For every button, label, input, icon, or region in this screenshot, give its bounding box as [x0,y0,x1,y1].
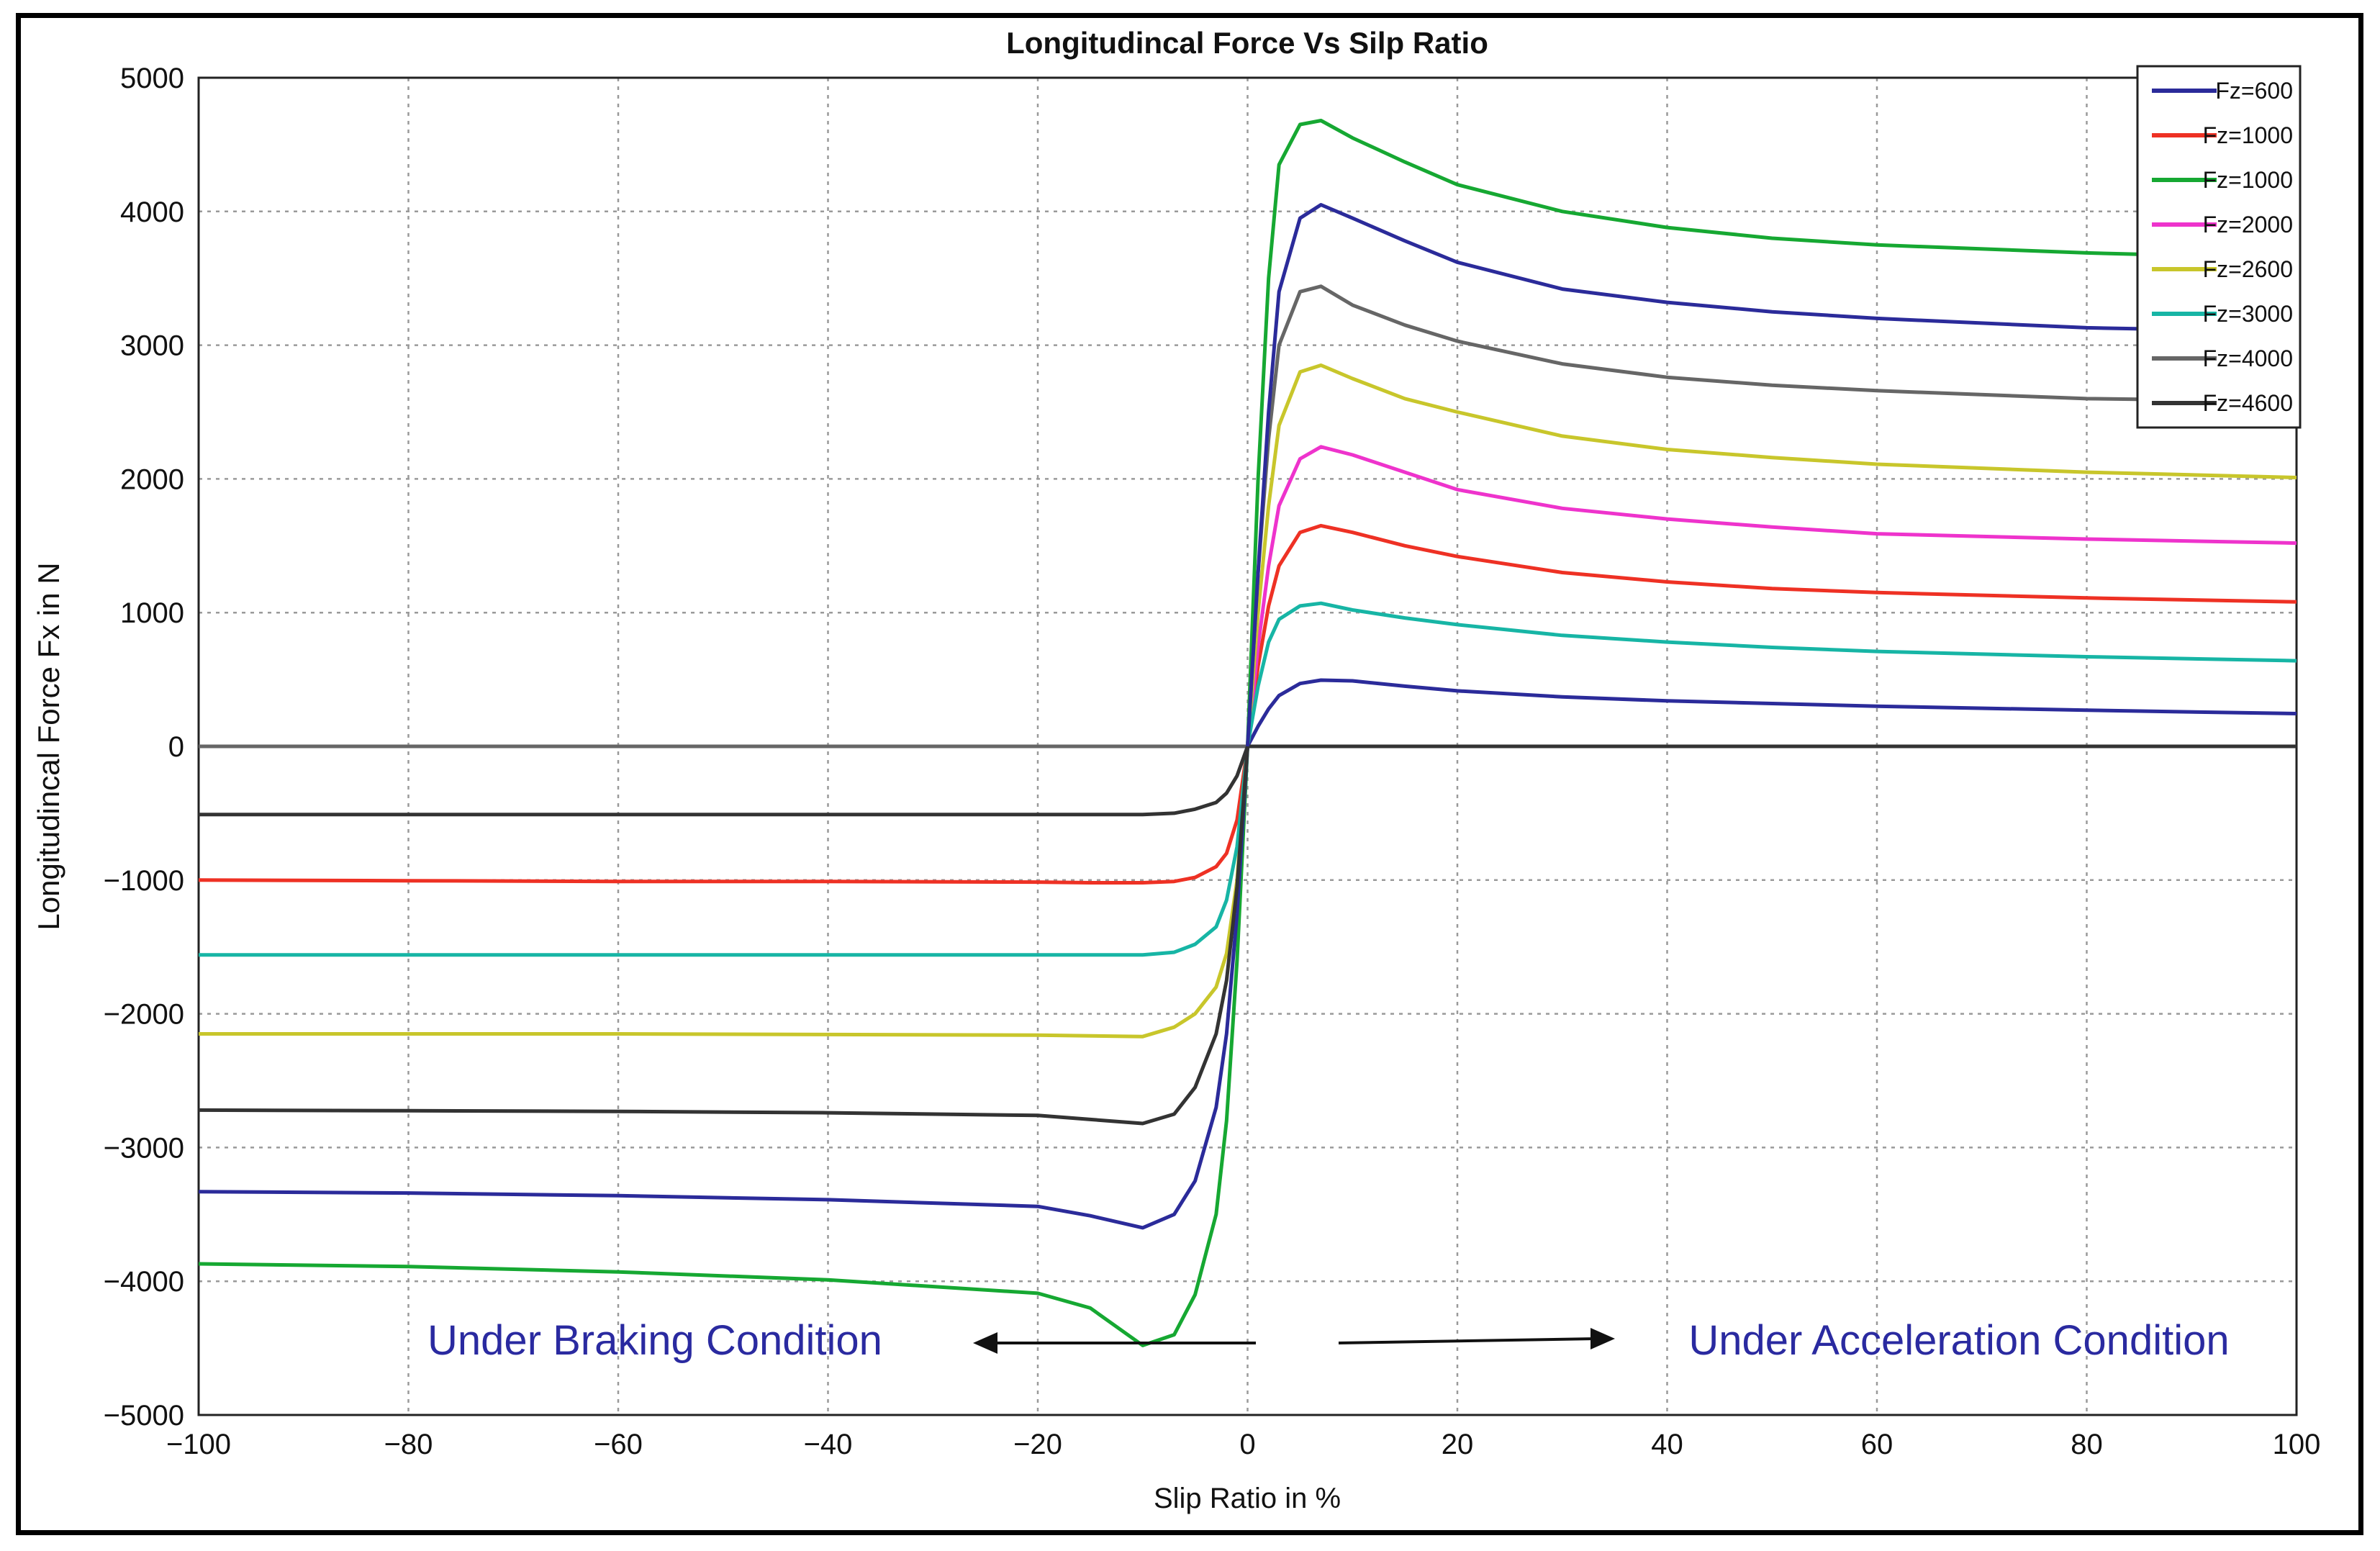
legend-label: Fz=600 [2215,78,2293,104]
series-line-5 [199,363,2297,1039]
y-tick-label: 0 [168,731,184,763]
y-tick-label: 2000 [120,464,184,495]
y-tick-label: 3000 [120,330,184,362]
y-tick-label: 1000 [120,597,184,629]
legend-label: Fz=4000 [2203,345,2293,371]
y-tick-label: −4000 [104,1266,184,1298]
acceleration-annotation: Under Acceleration Condition [1688,1317,2229,1364]
series-line-dark-gray-braking [198,746,1249,1126]
x-tick-label: 40 [1651,1429,1683,1460]
x-tick-label: −60 [594,1429,643,1460]
legend-label: Fz=3000 [2203,301,2293,327]
x-tick-label: 20 [1442,1429,1474,1460]
legend-label: Fz=2000 [2203,212,2293,238]
y-tick-label: −2000 [104,999,184,1031]
y-tick-label: 4000 [120,196,184,228]
x-axis-label: Slip Ratio in % [1154,1483,1341,1514]
y-axis-label: Longitudincal Force Fx in N [32,562,65,930]
legend-box [2136,65,2302,429]
chart-title: Longitudincal Force Vs Silp Ratio [1006,26,1488,60]
x-tick-label: 80 [2071,1429,2103,1460]
series-lines [198,119,2297,1347]
series-line-2 [198,523,2297,885]
series-line-8 [199,744,2297,817]
x-tick-label: −40 [804,1429,853,1460]
y-tick-label: −3000 [104,1132,184,1164]
x-tick-label: 100 [2273,1429,2321,1460]
legend-label: Fz=1000 [2203,167,2293,193]
x-tick-label: 0 [1239,1429,1255,1460]
x-tick-label: −80 [384,1429,433,1460]
x-tick-label: −20 [1013,1429,1062,1460]
x-tick-label: 60 [1861,1429,1893,1460]
series-line-3 [198,119,2297,1347]
tick-labels: −100 −80 −60 −40 −20 0 20 40 60 80 100 −5000 −4000 −3… [104,63,2321,1460]
legend: Fz=600 Fz=1000 Fz=1000 Fz=2000 Fz=2600 Fz=300… [2136,65,2302,429]
y-tick-label: −5000 [104,1400,184,1432]
acceleration-arrow [1338,1328,1615,1349]
legend-label: Fz=4600 [2203,390,2293,416]
series-line-dark-blue-braking [198,203,2297,1230]
braking-annotation: Under Braking Condition [427,1317,882,1364]
legend-label: Fz=1000 [2203,122,2293,148]
braking-arrow [973,1332,1256,1354]
series-line-6 [199,601,2297,957]
y-tick-label: −1000 [104,865,184,897]
y-tick-label: 5000 [120,63,184,94]
legend-label: Fz=2600 [2203,256,2293,282]
x-tick-label: −100 [166,1429,231,1460]
